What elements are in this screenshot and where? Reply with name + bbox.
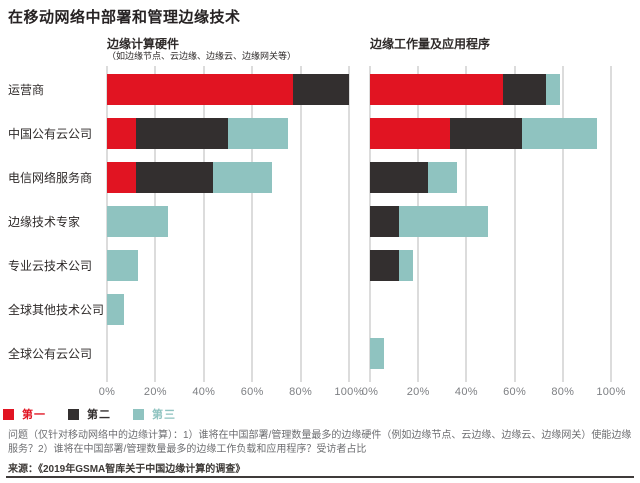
bar-segment	[398, 250, 414, 281]
bar-row	[370, 206, 611, 237]
bar-segment	[107, 294, 124, 325]
bar-row	[370, 162, 611, 193]
axis-tick-label: 0%	[98, 386, 116, 398]
gridline	[299, 66, 302, 382]
bar-segment	[293, 74, 349, 105]
legend-item: 第三	[133, 406, 176, 422]
gridline	[251, 66, 254, 382]
bar-row	[107, 118, 349, 149]
legend-swatch	[68, 408, 79, 420]
axis-tick-label: 20%	[143, 386, 167, 398]
bar-segment	[136, 118, 228, 149]
axis-tick-label: 0%	[361, 386, 379, 398]
bar-segment	[107, 250, 139, 281]
bar-segment	[107, 162, 137, 193]
bar-segment	[370, 118, 450, 149]
bar-segment	[521, 118, 597, 149]
source-text: 来源：《2019年GSMA智库关于中国边缘计算的调查》	[8, 464, 246, 475]
axis-tick-label: 20%	[406, 386, 430, 398]
question-text: 问题（仅针对移动网络中的边缘计算）：1）谁将在中国部署/管理数量最多的边缘硬件（…	[8, 430, 632, 455]
bar-segment	[227, 118, 289, 149]
gridline	[202, 66, 205, 382]
bar-row	[370, 338, 611, 369]
bar-row	[107, 206, 349, 237]
chart-edge-workloads: 边缘工作量及应用程序 0% 20% 40% 60% 80% 100%	[362, 0, 626, 483]
axis-tick-label: 80%	[289, 386, 313, 398]
bar-segment	[427, 162, 457, 193]
category-label: 全球公有云公司	[8, 347, 93, 361]
chart-edge-hardware: 边缘计算硬件 （如边缘节点、云边缘、边缘云、边缘网关等） 0% 20% 40% 60%…	[99, 0, 364, 483]
axis-tick-label: 40%	[454, 386, 478, 398]
legend-label: 第三	[152, 409, 176, 421]
page-title: 在移动网络中部署和管理边缘技术	[8, 9, 241, 26]
bar-segment	[370, 206, 399, 237]
bar-segment	[370, 74, 503, 105]
bar-row	[370, 118, 611, 149]
axis-tick-label: 40%	[192, 386, 216, 398]
bar-segment	[370, 162, 428, 193]
legend-item: 第一	[3, 406, 46, 422]
axis-tick-label: 100%	[334, 386, 364, 398]
bar-row	[370, 250, 611, 281]
axis-tick-label: 80%	[551, 386, 575, 398]
legend-swatch	[3, 408, 14, 420]
legend-label: 第一	[22, 409, 46, 421]
bar-row	[107, 74, 349, 105]
category-labels-column: 运营商中国公有云公司 电信网络服务商 边缘技术专家 专业云技术公司 全球其他技术公司 全球…	[8, 66, 104, 382]
category-label: 中国公有云公司	[8, 127, 93, 141]
gridline	[610, 66, 612, 382]
legend-swatch	[133, 408, 144, 420]
category-label: 边缘技术专家	[8, 215, 81, 229]
bar-segment	[449, 118, 522, 149]
bar-row	[107, 250, 349, 281]
bar-row	[370, 294, 611, 325]
category-label: 专业云技术公司	[8, 259, 93, 273]
bar-segment	[107, 74, 294, 105]
bar-row	[370, 74, 611, 105]
bar-row	[107, 294, 349, 325]
bar-row	[107, 162, 349, 193]
bar-segment	[107, 206, 168, 237]
legend-label: 第二	[87, 409, 111, 421]
bar-segment	[107, 118, 137, 149]
axis-tick-label: 60%	[240, 386, 264, 398]
plot-area	[369, 66, 612, 382]
chart-title: 边缘工作量及应用程序	[370, 37, 491, 51]
bar-segment	[136, 162, 214, 193]
gridline	[513, 66, 516, 382]
x-axis: 0% 20% 40% 60% 80% 100%	[99, 386, 364, 400]
axis-tick-label: 100%	[596, 386, 626, 398]
x-axis: 0% 20% 40% 60% 80% 100%	[362, 386, 626, 400]
bar-segment	[213, 162, 272, 193]
legend: 第一 第二 第三	[3, 406, 198, 422]
plot-area	[106, 66, 350, 382]
gridline	[561, 66, 564, 382]
bottom-rule	[6, 476, 634, 478]
bar-segment	[502, 74, 546, 105]
legend-item: 第二	[68, 406, 111, 422]
bar-row	[107, 338, 349, 369]
bar-segment	[398, 206, 489, 237]
chart-title: 边缘计算硬件	[107, 37, 180, 51]
chart-subtitle: （如边缘节点、云边缘、边缘云、边缘网关等）	[107, 51, 297, 61]
bar-segment	[370, 338, 385, 369]
axis-tick-label: 60%	[503, 386, 527, 398]
bar-segment	[370, 250, 399, 281]
category-label: 电信网络服务商	[8, 171, 93, 185]
category-label: 全球其他技术公司	[8, 303, 105, 317]
category-label: 运营商	[8, 83, 45, 97]
gridline	[348, 66, 350, 382]
bar-segment	[545, 74, 561, 105]
